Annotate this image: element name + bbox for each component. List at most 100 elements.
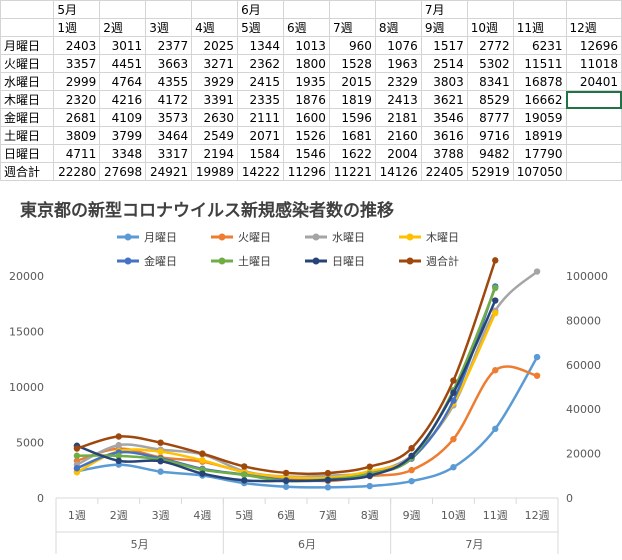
- data-cell[interactable]: 11511: [512, 54, 567, 73]
- data-cell[interactable]: 3616: [420, 126, 468, 145]
- data-cell[interactable]: 4451: [99, 54, 147, 73]
- data-cell[interactable]: 2071: [237, 126, 285, 145]
- month-header-cell[interactable]: [565, 0, 622, 19]
- data-cell[interactable]: [565, 162, 622, 181]
- data-cell[interactable]: 3271: [191, 54, 239, 73]
- data-cell[interactable]: 960: [328, 36, 376, 55]
- week-header-cell[interactable]: [0, 18, 55, 37]
- data-cell[interactable]: 1819: [328, 90, 376, 109]
- data-cell[interactable]: 2181: [374, 108, 422, 127]
- month-header-cell[interactable]: [145, 0, 193, 19]
- data-cell[interactable]: 1681: [328, 126, 376, 145]
- month-header-cell[interactable]: [0, 0, 55, 19]
- data-cell[interactable]: 2549: [191, 126, 239, 145]
- week-header-cell[interactable]: 7週: [328, 18, 376, 37]
- data-cell[interactable]: [565, 144, 622, 163]
- row-label[interactable]: 月曜日: [0, 36, 55, 55]
- data-cell[interactable]: 3546: [420, 108, 468, 127]
- data-cell[interactable]: 12696: [565, 36, 622, 55]
- month-header-cell[interactable]: [466, 0, 514, 19]
- data-cell[interactable]: 2415: [237, 72, 285, 91]
- data-cell[interactable]: 5302: [466, 54, 514, 73]
- week-header-cell[interactable]: 8週: [374, 18, 422, 37]
- row-label[interactable]: 土曜日: [0, 126, 55, 145]
- data-cell[interactable]: 1600: [283, 108, 330, 127]
- data-cell[interactable]: 2999: [53, 72, 101, 91]
- data-cell[interactable]: 3788: [420, 144, 468, 163]
- data-cell[interactable]: 4764: [99, 72, 147, 91]
- month-header-cell[interactable]: [283, 0, 330, 19]
- data-cell[interactable]: 1013: [283, 36, 330, 55]
- week-header-cell[interactable]: 2週: [99, 18, 147, 37]
- row-label[interactable]: 火曜日: [0, 54, 55, 73]
- data-cell[interactable]: 22280: [53, 162, 101, 181]
- data-cell[interactable]: 2025: [191, 36, 239, 55]
- data-cell[interactable]: 1963: [374, 54, 422, 73]
- data-cell[interactable]: 3663: [145, 54, 193, 73]
- data-cell[interactable]: 11221: [328, 162, 376, 181]
- data-cell[interactable]: 2329: [374, 72, 422, 91]
- row-label[interactable]: 金曜日: [0, 108, 55, 127]
- data-cell[interactable]: 19989: [191, 162, 239, 181]
- data-cell[interactable]: 1344: [237, 36, 285, 55]
- data-cell[interactable]: 4711: [53, 144, 101, 163]
- data-cell[interactable]: 2413: [374, 90, 422, 109]
- week-header-cell[interactable]: 11週: [512, 18, 567, 37]
- row-label[interactable]: 水曜日: [0, 72, 55, 91]
- data-cell[interactable]: 1876: [283, 90, 330, 109]
- data-cell[interactable]: 2681: [53, 108, 101, 127]
- data-cell[interactable]: 2630: [191, 108, 239, 127]
- week-header-cell[interactable]: 4週: [191, 18, 239, 37]
- week-header-cell[interactable]: 9週: [420, 18, 468, 37]
- data-cell[interactable]: 22405: [420, 162, 468, 181]
- data-cell[interactable]: 2015: [328, 72, 376, 91]
- data-cell[interactable]: 2004: [374, 144, 422, 163]
- data-cell[interactable]: 1800: [283, 54, 330, 73]
- data-cell[interactable]: 1528: [328, 54, 376, 73]
- week-header-cell[interactable]: 1週: [53, 18, 101, 37]
- data-cell[interactable]: 2403: [53, 36, 101, 55]
- week-header-cell[interactable]: 3週: [145, 18, 193, 37]
- row-label[interactable]: 日曜日: [0, 144, 55, 163]
- data-cell[interactable]: 11018: [565, 54, 622, 73]
- data-cell[interactable]: 52919: [466, 162, 514, 181]
- data-cell[interactable]: 20401: [565, 72, 622, 91]
- data-cell[interactable]: 3357: [53, 54, 101, 73]
- data-cell[interactable]: 3929: [191, 72, 239, 91]
- data-cell[interactable]: 19059: [512, 108, 567, 127]
- data-cell[interactable]: 11296: [283, 162, 330, 181]
- month-header-cell[interactable]: [99, 0, 147, 19]
- data-cell[interactable]: 2362: [237, 54, 285, 73]
- data-cell[interactable]: 3464: [145, 126, 193, 145]
- month-header-cell[interactable]: 5月: [53, 0, 101, 19]
- week-header-cell[interactable]: 5週: [237, 18, 285, 37]
- data-cell[interactable]: 16662: [512, 90, 567, 109]
- month-header-cell[interactable]: [191, 0, 239, 19]
- data-cell[interactable]: 1622: [328, 144, 376, 163]
- data-cell[interactable]: 1517: [420, 36, 468, 55]
- week-header-cell[interactable]: 12週: [565, 18, 622, 37]
- data-cell[interactable]: 6231: [512, 36, 567, 55]
- data-cell[interactable]: 1526: [283, 126, 330, 145]
- data-cell[interactable]: 3317: [145, 144, 193, 163]
- data-cell[interactable]: 2320: [53, 90, 101, 109]
- data-cell[interactable]: 16878: [512, 72, 567, 91]
- data-cell[interactable]: [565, 126, 622, 145]
- data-cell[interactable]: 4109: [99, 108, 147, 127]
- data-cell[interactable]: 27698: [99, 162, 147, 181]
- data-cell[interactable]: 1596: [328, 108, 376, 127]
- data-cell[interactable]: 4216: [99, 90, 147, 109]
- data-cell[interactable]: 14126: [374, 162, 422, 181]
- data-cell[interactable]: 3621: [420, 90, 468, 109]
- data-cell[interactable]: 3391: [191, 90, 239, 109]
- data-cell[interactable]: 1584: [237, 144, 285, 163]
- data-cell[interactable]: 2160: [374, 126, 422, 145]
- data-cell[interactable]: 2335: [237, 90, 285, 109]
- data-cell[interactable]: 3348: [99, 144, 147, 163]
- month-header-cell[interactable]: 6月: [237, 0, 285, 19]
- month-header-cell[interactable]: [374, 0, 422, 19]
- data-cell[interactable]: 1935: [283, 72, 330, 91]
- data-cell[interactable]: 17790: [512, 144, 567, 163]
- data-cell[interactable]: 107050: [512, 162, 567, 181]
- data-cell[interactable]: 3803: [420, 72, 468, 91]
